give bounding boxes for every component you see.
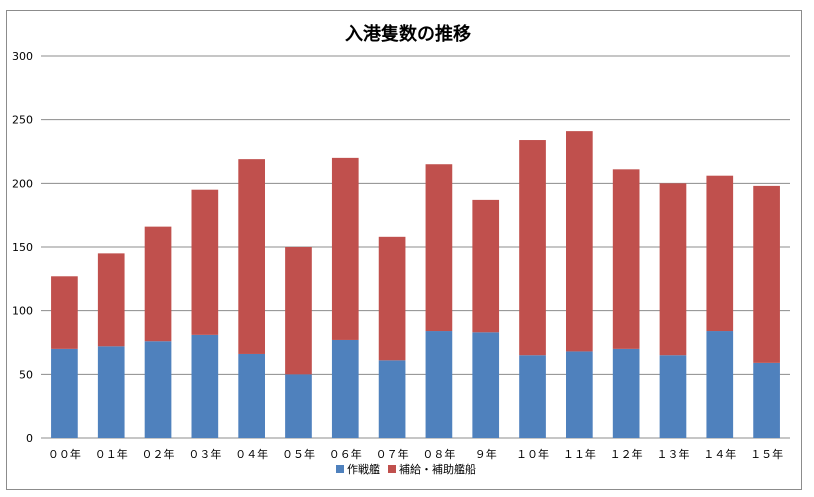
x-tick-label: １３年	[656, 447, 689, 461]
bar-combat-15	[753, 362, 780, 438]
legend-label-0: 作戦艦	[347, 462, 380, 476]
bar-support-5	[285, 247, 312, 375]
bar-support-14	[706, 175, 734, 332]
bar-support-6	[331, 157, 359, 340]
bars	[51, 131, 780, 438]
y-tick-label: 200	[12, 177, 33, 190]
legend: 作戦艦 補給・補助艦船	[336, 462, 476, 476]
bar-support-12	[612, 169, 640, 349]
bar-support-8	[425, 164, 453, 332]
bar-combat-5	[285, 374, 312, 438]
chart-title: 入港隻数の推移	[345, 23, 471, 45]
bar-combat-4	[238, 353, 265, 438]
bar-combat-14	[706, 331, 734, 438]
bar-support-11	[566, 131, 593, 352]
bar-support-3	[191, 189, 219, 335]
y-tick-label: 0	[26, 432, 33, 445]
x-tick-label: １５年	[750, 447, 783, 461]
bar-support-7	[378, 236, 406, 361]
x-tick-label: ００年	[48, 447, 81, 461]
bar-combat-12	[612, 348, 640, 438]
bar-support-1	[97, 253, 125, 347]
bar-combat-1	[97, 346, 125, 438]
x-tick-label: １２年	[610, 447, 643, 461]
x-tick-label: ０６年	[329, 447, 362, 461]
bar-combat-11	[566, 351, 593, 438]
y-tick-label: 100	[12, 305, 33, 318]
bar-support-10	[519, 140, 546, 356]
bar-combat-6	[331, 339, 359, 438]
bar-combat-0	[51, 348, 78, 438]
legend-label-1: 補給・補助艦船	[399, 462, 476, 476]
bar-combat-9	[472, 332, 500, 438]
x-tick-label: ０５年	[282, 447, 315, 461]
y-axis-ticks: 0 50 100 150 200 250 300	[12, 50, 33, 445]
x-tick-label: ０７年	[376, 447, 409, 461]
x-tick-label: ０３年	[188, 447, 221, 461]
x-axis-labels: ００年 ０１年 ０２年 ０３年 ０４年 ０５年 ０６年 ０７年 ０８年 ９年 １０年 １１年 １２年 １３…	[48, 447, 783, 461]
bar-combat-13	[659, 355, 687, 438]
y-tick-label: 50	[19, 368, 33, 381]
x-tick-label: ９年	[475, 447, 497, 461]
bar-support-13	[659, 183, 687, 356]
bar-support-0	[51, 276, 78, 349]
bar-combat-2	[144, 341, 172, 438]
bar-combat-7	[378, 360, 406, 438]
bar-combat-10	[519, 355, 546, 438]
x-tick-label: ０４年	[235, 447, 268, 461]
y-tick-label: 300	[12, 50, 33, 63]
bar-support-9	[472, 199, 500, 333]
bar-support-15	[753, 185, 780, 363]
y-tick-label: 250	[12, 114, 33, 127]
legend-swatch-0	[336, 465, 344, 473]
x-tick-label: ０２年	[142, 447, 175, 461]
bar-support-4	[238, 159, 265, 354]
x-tick-label: １１年	[563, 447, 596, 461]
bar-combat-3	[191, 334, 219, 438]
legend-swatch-1	[388, 465, 396, 473]
bar-support-2	[144, 226, 172, 342]
x-tick-label: ０８年	[422, 447, 455, 461]
x-tick-label: １４年	[703, 447, 736, 461]
x-tick-label: １０年	[516, 447, 549, 461]
bar-combat-8	[425, 331, 453, 438]
x-tick-label: ０１年	[95, 447, 128, 461]
y-tick-label: 150	[12, 241, 33, 254]
